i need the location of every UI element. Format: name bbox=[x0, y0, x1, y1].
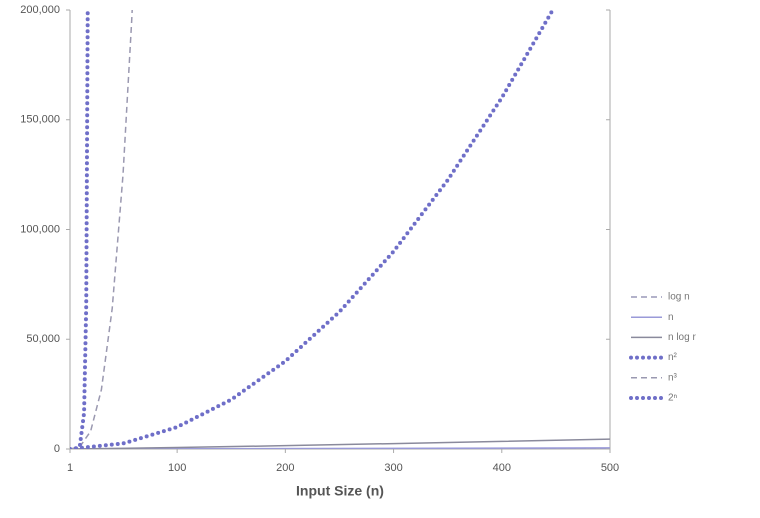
legend-label: n³ bbox=[668, 372, 678, 383]
x-tick-label: 500 bbox=[601, 462, 619, 474]
y-tick-label: 100,000 bbox=[20, 223, 60, 235]
y-tick-label: 0 bbox=[54, 443, 60, 455]
y-tick-label: 50,000 bbox=[26, 333, 60, 345]
series-line bbox=[70, 10, 90, 449]
y-tick-label: 150,000 bbox=[20, 114, 60, 126]
legend-label: log n bbox=[668, 292, 690, 303]
legend-label: n log r bbox=[668, 332, 696, 343]
plot-area bbox=[70, 10, 610, 449]
legend-label: n bbox=[668, 312, 674, 323]
series-line bbox=[70, 438, 610, 449]
x-tick-label: 300 bbox=[384, 462, 402, 474]
legend-label: 2ⁿ bbox=[668, 393, 678, 404]
series-line bbox=[70, 10, 556, 449]
x-tick-label: 100 bbox=[168, 462, 186, 474]
x-tick-label: 200 bbox=[276, 462, 294, 474]
legend-label: n² bbox=[668, 352, 678, 363]
x-axis-title: Input Size (n) bbox=[296, 483, 384, 499]
x-tick-label: 1 bbox=[67, 462, 73, 474]
y-tick-label: 200,000 bbox=[20, 4, 60, 16]
x-tick-label: 400 bbox=[493, 462, 511, 474]
series-line bbox=[70, 10, 133, 449]
series-line bbox=[70, 447, 610, 449]
